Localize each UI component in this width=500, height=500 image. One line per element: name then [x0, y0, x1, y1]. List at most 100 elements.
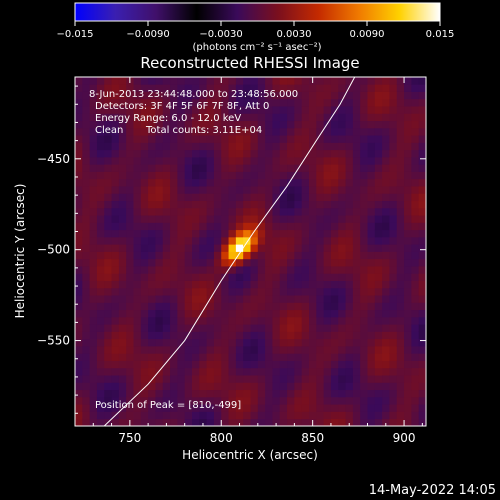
heatmap-cell	[418, 302, 426, 311]
heatmap-cell	[111, 404, 120, 412]
heatmap-cell	[316, 346, 325, 354]
heatmap-cell	[199, 222, 208, 231]
heatmap-cell	[323, 396, 332, 405]
heatmap-cell	[140, 324, 149, 332]
heatmap-cell	[75, 120, 83, 129]
heatmap-cell	[148, 367, 156, 376]
heatmap-cell	[89, 127, 98, 136]
heatmap-cell	[389, 229, 398, 238]
heatmap-cell	[104, 236, 112, 245]
heatmap-cell	[213, 418, 222, 426]
heatmap-cell	[309, 382, 317, 391]
heatmap-cell	[418, 367, 426, 376]
heatmap-cell	[184, 200, 193, 209]
heatmap-cell	[82, 258, 91, 267]
heatmap-cell	[96, 338, 105, 347]
heatmap-cell	[82, 244, 91, 252]
heatmap-cell	[235, 295, 244, 303]
heatmap-cell	[301, 411, 310, 420]
heatmap-cell	[338, 375, 346, 383]
heatmap-cell	[382, 164, 390, 172]
heatmap-cell	[316, 120, 325, 129]
heatmap-cell	[177, 375, 186, 383]
heatmap-cell	[389, 375, 398, 383]
heatmap-cell	[104, 396, 112, 405]
heatmap-cell	[155, 127, 164, 136]
heatmap-cell	[221, 287, 229, 296]
heatmap-cell	[104, 411, 112, 420]
heatmap-cell	[199, 236, 208, 245]
heatmap-cell	[309, 178, 317, 187]
heatmap-cell	[243, 84, 251, 92]
heatmap-cell	[199, 258, 208, 267]
heatmap-cell	[177, 200, 186, 209]
heatmap-cell	[265, 178, 273, 187]
heatmap-cell	[228, 273, 237, 281]
heatmap-cell	[75, 156, 83, 165]
heatmap-cell	[192, 302, 200, 311]
heatmap-cell	[126, 120, 134, 129]
heatmap-cell	[104, 135, 112, 143]
heatmap-cell	[199, 178, 208, 187]
heatmap-cell	[257, 302, 266, 311]
heatmap-cell	[126, 302, 134, 311]
heatmap-cell	[352, 367, 361, 376]
heatmap-cell	[104, 229, 112, 238]
heatmap-cell	[294, 389, 303, 398]
heatmap-cell	[118, 91, 127, 100]
heatmap-cell	[411, 106, 420, 114]
heatmap-cell	[301, 360, 310, 369]
heatmap-cell	[221, 164, 229, 172]
heatmap-cell	[148, 324, 156, 332]
heatmap-cell	[382, 258, 390, 267]
heatmap-cell	[272, 251, 281, 260]
heatmap-cell	[162, 98, 171, 107]
heatmap-cell	[272, 411, 281, 420]
heatmap-cell	[294, 229, 303, 238]
heatmap-cell	[367, 367, 376, 376]
heatmap-cell	[177, 91, 186, 100]
heatmap-cell	[75, 389, 83, 398]
x-tick-label: 800	[210, 431, 233, 445]
heatmap-cell	[418, 127, 426, 136]
heatmap-cell	[75, 236, 83, 245]
heatmap-cell	[338, 331, 346, 340]
heatmap-cell	[148, 149, 156, 158]
heatmap-cell	[133, 244, 142, 252]
heatmap-cell	[243, 404, 251, 412]
heatmap-cell	[367, 251, 376, 260]
heatmap-cell	[228, 258, 237, 267]
heatmap-cell	[352, 404, 361, 412]
heatmap-cell	[301, 215, 310, 223]
heatmap-cell	[199, 244, 208, 252]
heatmap-cell	[104, 302, 112, 311]
heatmap-cell	[367, 302, 376, 311]
heatmap-cell	[404, 273, 412, 281]
heatmap-cell	[111, 309, 120, 318]
heatmap-cell	[265, 91, 273, 100]
heatmap-cell	[243, 120, 251, 129]
heatmap-cell	[418, 389, 426, 398]
heatmap-cell	[75, 411, 83, 420]
heatmap-cell	[287, 309, 295, 318]
heatmap-cell	[374, 418, 383, 426]
heatmap-cell	[411, 207, 420, 216]
heatmap-cell	[148, 418, 156, 426]
heatmap-cell	[250, 389, 259, 398]
heatmap-cell	[389, 215, 398, 223]
heatmap-cell	[301, 418, 310, 426]
heatmap-cell	[360, 91, 368, 100]
heatmap-cell	[111, 287, 120, 296]
heatmap-cell	[389, 346, 398, 354]
heatmap-cell	[96, 236, 105, 245]
heatmap-cell	[301, 244, 310, 252]
heatmap-cell	[89, 353, 98, 361]
heatmap-cell	[411, 258, 420, 267]
heatmap-cell	[418, 280, 426, 289]
total-counts-text: Total counts: 3.11E+04	[145, 125, 262, 136]
heatmap-cell	[404, 389, 412, 398]
heatmap-cell	[374, 287, 383, 296]
heatmap-cell	[279, 98, 288, 107]
heatmap-cell	[133, 236, 142, 245]
heatmap-cell	[228, 295, 237, 303]
